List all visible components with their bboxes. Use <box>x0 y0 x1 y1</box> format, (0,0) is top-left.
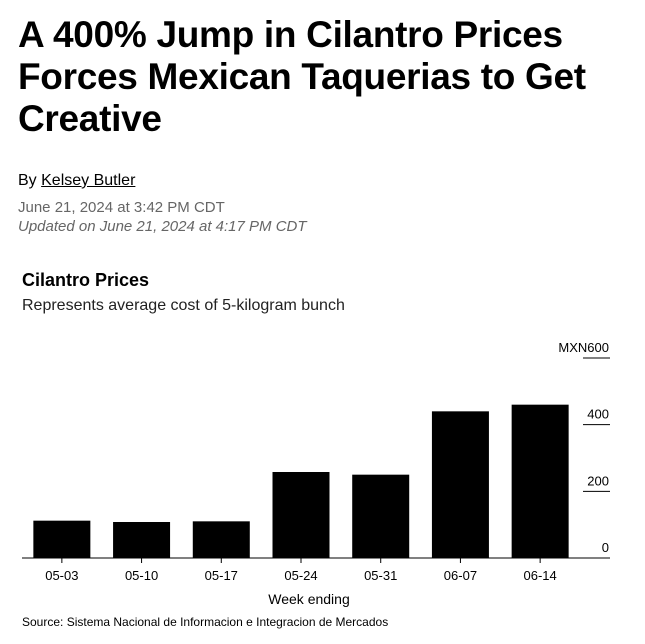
y-tick-label: 200 <box>587 473 609 488</box>
y-tick-label: 0 <box>602 540 609 555</box>
chart-title: Cilantro Prices <box>22 270 150 290</box>
y-tick-label: 400 <box>587 407 609 422</box>
bar-05-17 <box>192 521 250 558</box>
bar-06-07 <box>431 411 489 558</box>
bar-05-10 <box>113 522 171 558</box>
published-date: June 21, 2024 at 3:42 PM CDT <box>18 199 225 216</box>
bar-05-31 <box>352 474 410 558</box>
y-tick-label: MXN600 <box>558 340 609 355</box>
x-tick-label: 05-24 <box>284 568 317 583</box>
bar-chart: 05-03 05-10 05-17 05-24 05-31 06-07 06-14 0 200 4… <box>22 340 610 607</box>
x-tick-label: 05-03 <box>45 568 78 583</box>
byline-prefix: By <box>18 172 42 189</box>
headline: A 400% Jump in Cilantro Prices Forces Me… <box>18 14 586 139</box>
x-tick-label: 05-10 <box>125 568 158 583</box>
x-axis-title: Week ending <box>268 591 349 607</box>
chart-subtitle: Represents average cost of 5-kilogram bu… <box>22 297 345 314</box>
x-tick-label: 06-14 <box>524 568 557 583</box>
chart-source: Source: Sistema Nacional de Informacion … <box>22 615 389 629</box>
author-link[interactable]: Kelsey Butler <box>41 172 136 189</box>
bar-06-14 <box>511 404 569 558</box>
byline: By Kelsey Butler <box>18 172 135 190</box>
x-tick-label: 05-31 <box>364 568 397 583</box>
bar-05-24 <box>272 472 330 558</box>
bar-05-03 <box>33 520 91 558</box>
x-tick-label: 06-07 <box>444 568 477 583</box>
x-tick-label: 05-17 <box>205 568 238 583</box>
updated-date: Updated on June 21, 2024 at 4:17 PM CDT <box>18 218 307 235</box>
